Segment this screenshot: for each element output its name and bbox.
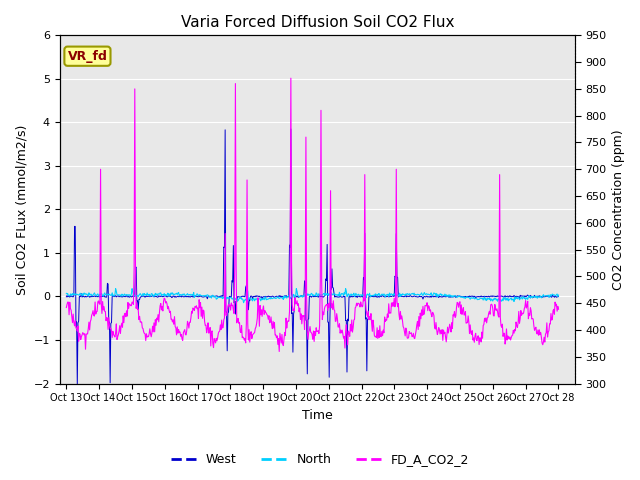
Line: West: West bbox=[67, 129, 559, 385]
North bbox=[240, 300, 248, 306]
North bbox=[72, 291, 79, 297]
FD_A_CO2_2 bbox=[373, 325, 381, 331]
Y-axis label: Soil CO2 FLux (mmol/m2/s): Soil CO2 FLux (mmol/m2/s) bbox=[15, 124, 28, 295]
West bbox=[123, 293, 131, 299]
FD_A_CO2_2 bbox=[287, 75, 294, 81]
FD_A_CO2_2 bbox=[63, 305, 70, 311]
FD_A_CO2_2 bbox=[198, 304, 205, 310]
FD_A_CO2_2 bbox=[388, 300, 396, 306]
X-axis label: Time: Time bbox=[302, 409, 333, 422]
North bbox=[63, 290, 70, 296]
West bbox=[388, 294, 396, 300]
Line: North: North bbox=[67, 288, 559, 303]
North bbox=[198, 293, 206, 299]
FD_A_CO2_2 bbox=[72, 318, 79, 324]
West bbox=[287, 126, 294, 132]
North bbox=[555, 292, 563, 298]
West bbox=[74, 383, 81, 388]
FD_A_CO2_2 bbox=[275, 348, 283, 354]
Text: VR_fd: VR_fd bbox=[67, 50, 108, 63]
Legend: West, North, FD_A_CO2_2: West, North, FD_A_CO2_2 bbox=[166, 448, 474, 471]
West bbox=[72, 224, 79, 229]
North bbox=[173, 290, 180, 296]
West bbox=[198, 294, 206, 300]
FD_A_CO2_2 bbox=[555, 306, 563, 312]
North bbox=[373, 292, 381, 298]
Line: FD_A_CO2_2: FD_A_CO2_2 bbox=[67, 78, 559, 351]
West bbox=[555, 293, 563, 299]
West bbox=[173, 294, 180, 300]
Title: Varia Forced Diffusion Soil CO2 Flux: Varia Forced Diffusion Soil CO2 Flux bbox=[180, 15, 454, 30]
North bbox=[112, 286, 120, 291]
Y-axis label: CO2 Concentration (ppm): CO2 Concentration (ppm) bbox=[612, 129, 625, 290]
West bbox=[373, 294, 381, 300]
North bbox=[388, 291, 396, 297]
FD_A_CO2_2 bbox=[122, 314, 130, 320]
West bbox=[63, 294, 70, 300]
FD_A_CO2_2 bbox=[172, 325, 180, 331]
North bbox=[123, 292, 131, 298]
